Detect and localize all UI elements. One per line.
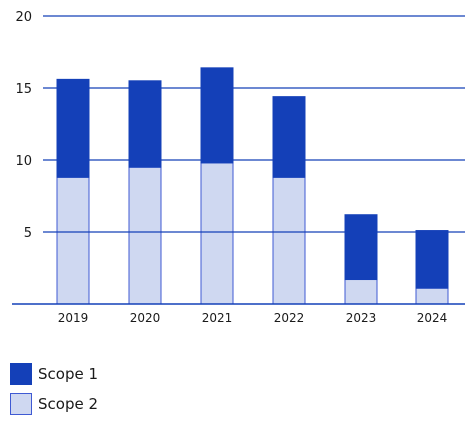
x-tick-label-2023: 2023 <box>346 311 377 325</box>
x-tick-label-2021: 2021 <box>202 311 233 325</box>
bar-scope-1-2020 <box>128 80 162 168</box>
x-tick-label-2022: 2022 <box>274 311 305 325</box>
bar-scope-2-2019 <box>56 176 90 305</box>
bar-scope-2-2022 <box>272 176 306 305</box>
chart-plot: 5 10 15 20 2019 2020 2021 2022 2023 2024 <box>12 10 465 325</box>
legend-swatch-scope-1 <box>10 363 32 385</box>
x-tick-label-2024: 2024 <box>417 311 448 325</box>
bar-scope-1-2019 <box>56 78 90 178</box>
legend-label-scope-2: Scope 2 <box>38 395 99 413</box>
y-tick-label-15: 15 <box>15 82 32 97</box>
x-tick-label-2019: 2019 <box>58 311 89 325</box>
bar-scope-1-2023 <box>344 214 378 281</box>
legend-swatch-scope-2 <box>10 393 32 415</box>
bar-scope-2-2023 <box>344 279 378 305</box>
x-tick-label-2020: 2020 <box>130 311 161 325</box>
legend-item-scope-2: Scope 2 <box>10 392 98 416</box>
legend-item-scope-1: Scope 1 <box>10 362 98 386</box>
y-tick-label-10: 10 <box>15 154 32 169</box>
bar-scope-1-2024 <box>415 230 449 289</box>
bar-scope-1-2022 <box>272 96 306 178</box>
y-tick-label-5: 5 <box>24 226 32 241</box>
legend-label-scope-1: Scope 1 <box>38 365 99 383</box>
legend: Scope 1 Scope 2 <box>10 362 98 422</box>
y-tick-label-20: 20 <box>15 10 32 25</box>
bar-scope-2-2021 <box>200 162 234 305</box>
bar-scope-2-2020 <box>128 166 162 305</box>
bar-scope-1-2021 <box>200 67 234 164</box>
bar-scope-2-2024 <box>415 287 449 305</box>
